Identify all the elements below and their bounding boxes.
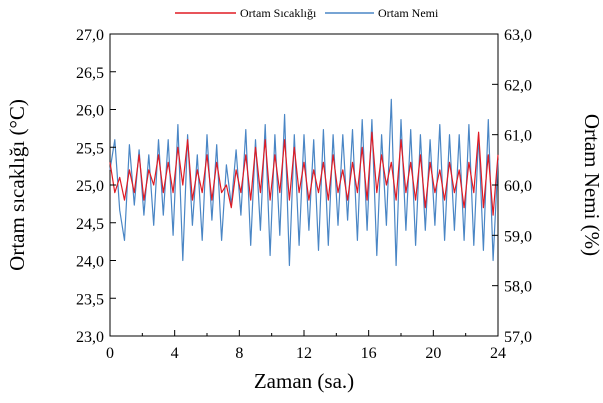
y-axis-title-left: Ortam sıcaklığı (°C) [5, 99, 29, 271]
y-tick-label-left: 27,0 [76, 27, 104, 44]
y-tick-label-left: 26,5 [76, 65, 104, 82]
y-tick-label-left: 23,0 [76, 329, 104, 346]
y-tick-label-right: 62,0 [504, 77, 532, 94]
legend-label-humidity: Ortam Nemi [378, 6, 439, 20]
x-tick-label: 0 [106, 345, 114, 362]
x-tick-label: 20 [425, 345, 441, 362]
y-tick-label-right: 57,0 [504, 329, 532, 346]
y-tick-label-left: 25,5 [76, 140, 104, 157]
y-tick-label-right: 60,0 [504, 178, 532, 195]
plot-area-frame [109, 33, 499, 337]
y-axis-title-right: Ortam Nemi (%) [580, 114, 603, 256]
x-tick-label: 16 [361, 345, 377, 362]
y-tick-label-left: 24,0 [76, 254, 104, 271]
legend-label-temperature: Ortam Sıcaklığı [240, 6, 317, 20]
y-tick-label-left: 26,0 [76, 103, 104, 120]
x-tick-label: 4 [171, 345, 179, 362]
y-tick-label-left: 24,5 [76, 216, 104, 233]
x-axis-title: Zaman (sa.) [254, 369, 354, 393]
y-tick-label-left: 25,0 [76, 178, 104, 195]
y-tick-label-right: 59,0 [504, 228, 532, 245]
x-tick-label: 8 [235, 345, 243, 362]
series-line-humidity [109, 98, 499, 267]
y-tick-label-right: 63,0 [504, 27, 532, 44]
series-line-temperature [109, 131, 499, 216]
x-tick-label: 12 [296, 345, 312, 362]
axis-ticks: 0 4 8 12 16 20 24 23,0 23,5 24,0 24,5 25,0 25,5 26,0 2… [76, 27, 532, 362]
y-tick-label-left: 23,5 [76, 291, 104, 308]
y-tick-label-right: 61,0 [504, 128, 532, 145]
legend: Ortam Sıcaklığı Ortam Nemi [175, 6, 439, 20]
y-tick-label-right: 58,0 [504, 279, 532, 296]
x-tick-label: 24 [490, 345, 506, 362]
series-layer [109, 98, 499, 267]
